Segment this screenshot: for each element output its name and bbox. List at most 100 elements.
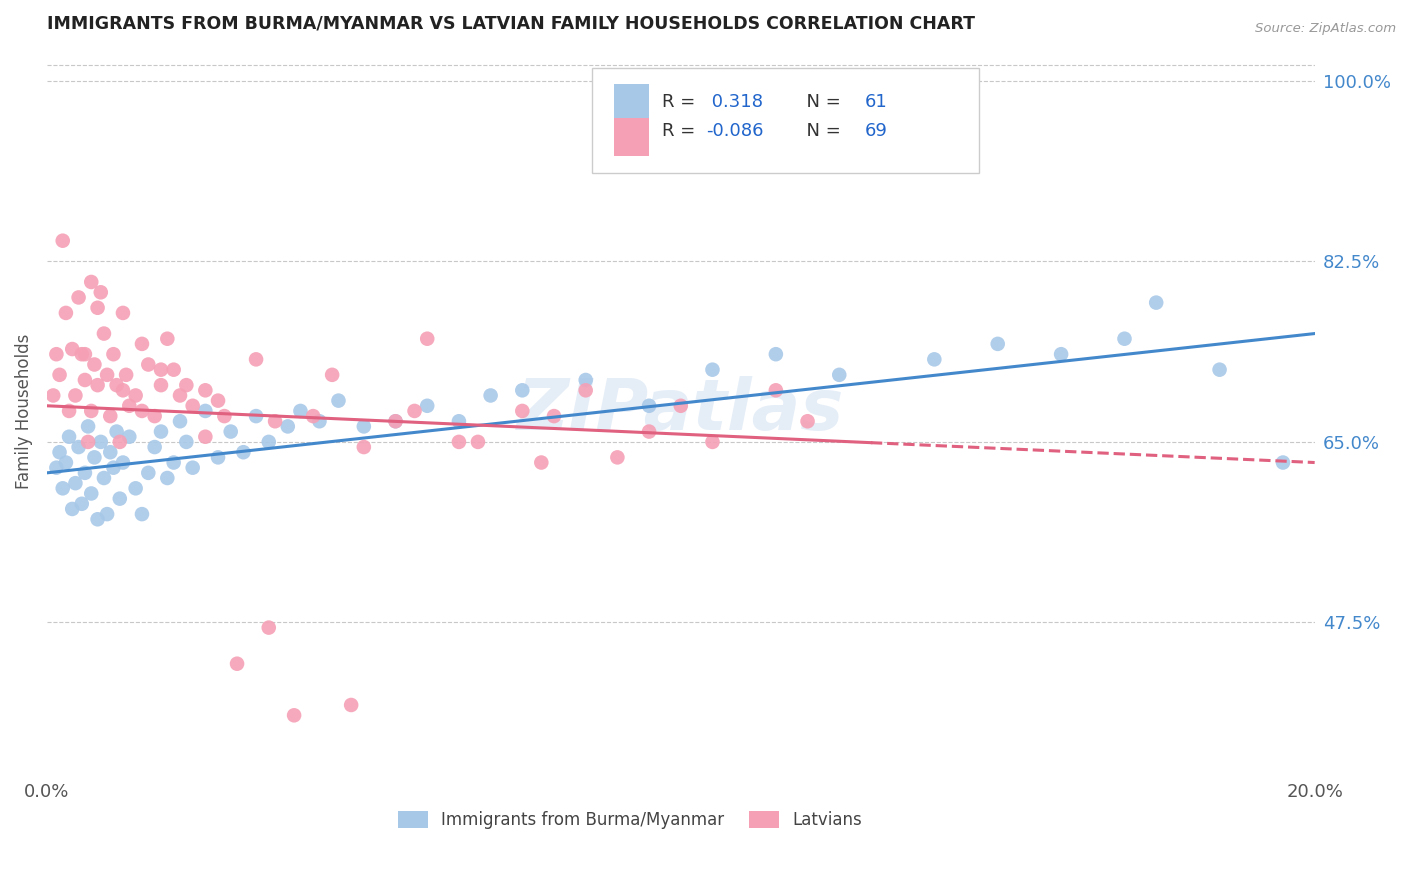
Point [328,393,350,408]
Point [510,404,533,418]
Point [340,698,363,712]
Point [98,445,121,459]
Point [105,425,128,439]
Point [181,399,204,413]
Point [404,404,426,418]
Point [73,373,96,387]
Point [90,434,112,449]
Point [80,486,103,500]
Point [105,378,128,392]
FancyBboxPatch shape [613,84,650,121]
Point [118,430,141,444]
FancyBboxPatch shape [613,119,650,156]
Point [58,404,80,418]
Point [86,378,108,392]
Point [131,507,153,521]
Point [384,414,406,428]
Text: N =: N = [794,122,846,140]
Point [115,368,138,382]
Point [232,445,254,459]
Point [80,404,103,418]
Point [302,409,325,423]
Point [796,414,818,428]
Point [70,497,93,511]
Point [77,419,100,434]
Point [575,384,598,398]
Point [42,388,65,402]
Text: N =: N = [794,93,846,112]
Point [510,384,533,398]
Point [136,466,159,480]
Point [321,368,343,382]
Point [194,430,217,444]
Text: Source: ZipAtlas.com: Source: ZipAtlas.com [1256,22,1396,36]
Point [150,378,173,392]
Point [136,358,159,372]
Point [103,460,125,475]
Point [118,399,141,413]
Text: 69: 69 [865,122,887,140]
Point [93,471,115,485]
Point [86,512,108,526]
Point [416,399,439,413]
Point [73,466,96,480]
Point [58,430,80,444]
Point [156,471,179,485]
Point [447,414,470,428]
Point [702,362,724,376]
Point [52,234,75,248]
Point [530,456,553,470]
Point [124,388,146,402]
Point [257,621,280,635]
Text: 61: 61 [865,93,887,112]
Point [52,481,75,495]
Point [48,445,70,459]
Point [1271,456,1294,470]
Legend: Immigrants from Burma/Myanmar, Latvians: Immigrants from Burma/Myanmar, Latvians [391,805,869,836]
Text: R =: R = [662,93,700,112]
Point [353,440,375,454]
Point [73,347,96,361]
Y-axis label: Family Households: Family Households [15,334,32,489]
Point [103,347,125,361]
Point [257,434,280,449]
Point [479,388,502,402]
Point [77,434,100,449]
Point [150,362,173,376]
Text: IMMIGRANTS FROM BURMA/MYANMAR VS LATVIAN FAMILY HOUSEHOLDS CORRELATION CHART: IMMIGRANTS FROM BURMA/MYANMAR VS LATVIAN… [46,15,974,33]
Point [83,450,105,465]
Point [181,460,204,475]
Point [575,373,598,387]
Point [60,342,83,356]
Point [143,440,166,454]
Point [108,491,131,506]
Point [765,384,787,398]
FancyBboxPatch shape [592,68,979,173]
Text: ZIPatlas: ZIPatlas [517,376,845,445]
Point [283,708,305,723]
Point [83,358,105,372]
Point [702,434,724,449]
Point [207,450,229,465]
Point [80,275,103,289]
Point [93,326,115,341]
Point [308,414,330,428]
Point [65,388,87,402]
Point [60,502,83,516]
Point [45,460,67,475]
Point [828,368,851,382]
Point [264,414,287,428]
Point [67,440,90,454]
Point [67,290,90,304]
Point [124,481,146,495]
Point [1114,332,1136,346]
Point [111,306,134,320]
Point [131,337,153,351]
Point [55,306,77,320]
Point [55,456,77,470]
Point [416,332,439,346]
Point [467,434,489,449]
Point [194,404,217,418]
Point [1208,362,1230,376]
Point [86,301,108,315]
